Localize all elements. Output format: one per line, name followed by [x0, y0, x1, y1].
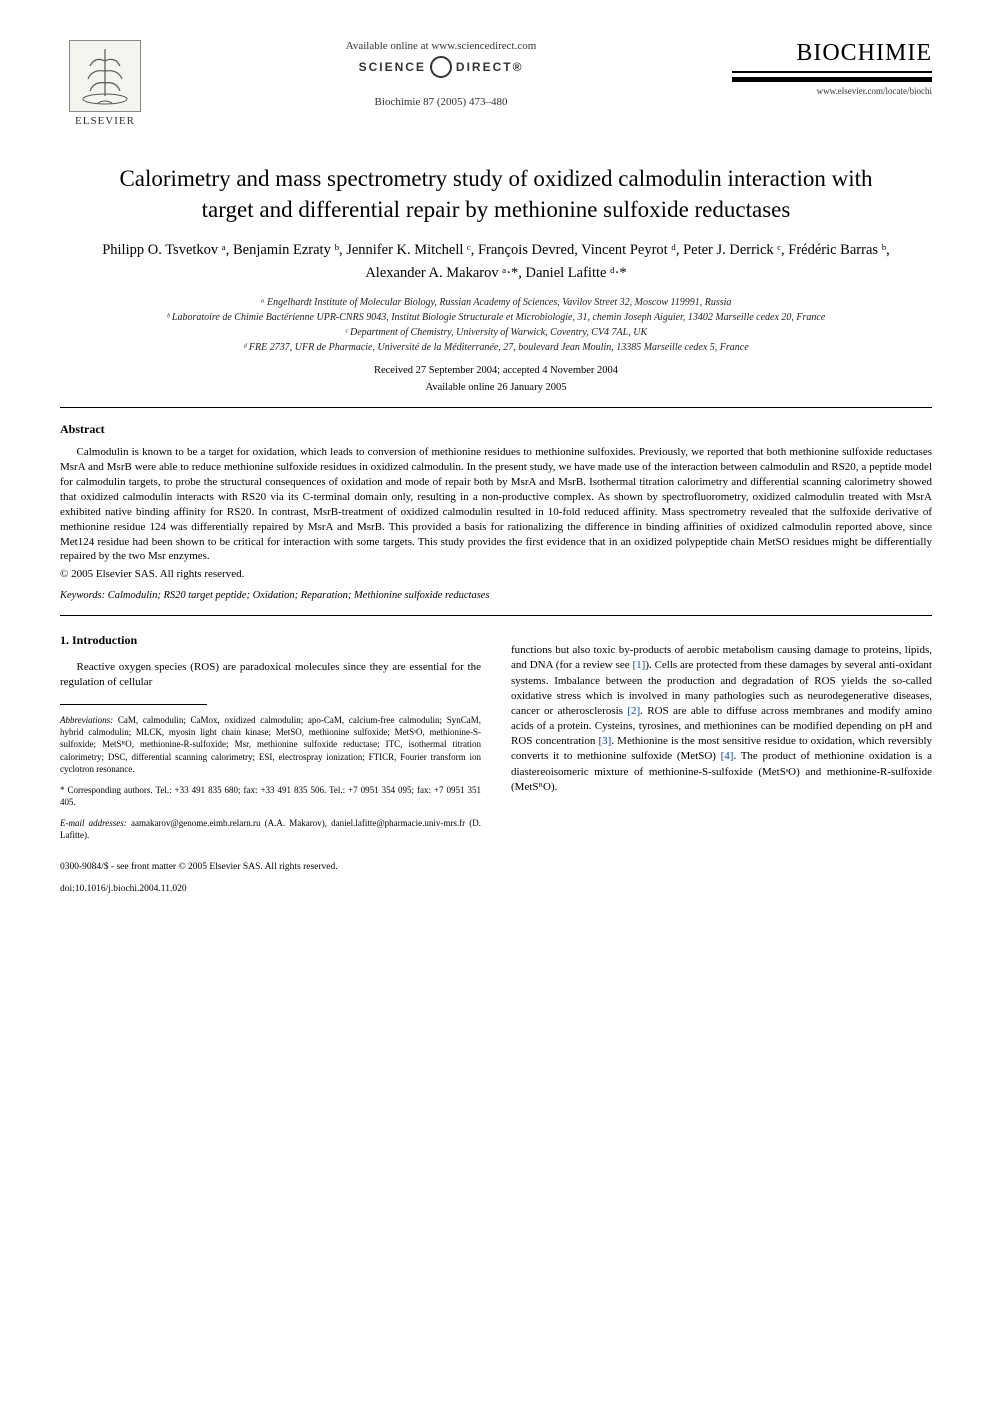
journal-block: BIOCHIMIE www.elsevier.com/locate/biochi: [732, 40, 932, 96]
author-line: Philipp O. Tsvetkov ᵃ, Benjamin Ezraty ᵇ…: [90, 239, 902, 285]
publisher-label: ELSEVIER: [75, 115, 135, 127]
ref-link-2[interactable]: [2]: [627, 705, 640, 717]
front-matter-line: 0300-9084/$ - see front matter © 2005 El…: [60, 862, 932, 872]
received-line: Received 27 September 2004; accepted 4 N…: [60, 365, 932, 376]
available-online-line: Available online at www.sciencedirect.co…: [150, 40, 732, 52]
email-footnote: E-mail addresses: aamakarov@genome.eimb.…: [60, 817, 481, 841]
left-column: 1. Introduction Reactive oxygen species …: [60, 632, 481, 850]
abbrev-label: Abbreviations:: [60, 715, 113, 725]
email-label: E-mail addresses:: [60, 818, 127, 828]
elsevier-tree-icon: [69, 40, 141, 112]
ref-link-1[interactable]: [1]: [632, 659, 645, 671]
doi-line: doi:10.1016/j.biochi.2004.11.020: [60, 884, 932, 894]
abstract-copyright: © 2005 Elsevier SAS. All rights reserved…: [60, 568, 932, 580]
sciencedirect-logo: SCIENCE DIRECT®: [359, 56, 524, 78]
intro-para-2: functions but also toxic by-products of …: [511, 643, 932, 795]
keywords-text: Calmodulin; RS20 target peptide; Oxidati…: [108, 590, 490, 601]
abstract-heading: Abstract: [60, 422, 932, 437]
online-line: Available online 26 January 2005: [60, 382, 932, 393]
sd-right: DIRECT®: [456, 60, 524, 74]
journal-url: www.elsevier.com/locate/biochi: [732, 86, 932, 96]
corresponding-footnote: * Corresponding authors. Tel.: +33 491 8…: [60, 784, 481, 808]
journal-name: BIOCHIMIE: [732, 40, 932, 67]
body-columns: 1. Introduction Reactive oxygen species …: [60, 632, 932, 850]
center-header: Available online at www.sciencedirect.co…: [150, 40, 732, 112]
rule-below-keywords: [60, 615, 932, 616]
affiliation-d: ᵈ FRE 2737, UFR de Pharmacie, Université…: [80, 340, 912, 355]
keywords-line: Keywords: Calmodulin; RS20 target peptid…: [60, 590, 932, 601]
article-title: Calorimetry and mass spectrometry study …: [100, 163, 892, 225]
abbreviations-footnote: Abbreviations: CaM, calmodulin; CaMox, o…: [60, 714, 481, 775]
footnote-rule: [60, 704, 207, 705]
publisher-logo-block: ELSEVIER: [60, 40, 150, 127]
affiliations: ᵃ Engelhardt Institute of Molecular Biol…: [80, 295, 912, 355]
rule-above-abstract: [60, 407, 932, 408]
page-header: ELSEVIER Available online at www.science…: [60, 40, 932, 127]
citation-line: Biochimie 87 (2005) 473–480: [150, 96, 732, 108]
abstract-body: Calmodulin is known to be a target for o…: [60, 445, 932, 564]
keywords-label: Keywords:: [60, 590, 105, 601]
intro-para-1: Reactive oxygen species (ROS) are parado…: [60, 660, 481, 690]
affiliation-a: ᵃ Engelhardt Institute of Molecular Biol…: [80, 295, 912, 310]
journal-divider: [732, 71, 932, 82]
affiliation-b: ᵇ Laboratoire de Chimie Bactérienne UPR-…: [80, 310, 912, 325]
section-1-heading: 1. Introduction: [60, 632, 481, 649]
abbrev-text: CaM, calmodulin; CaMox, oxidized calmodu…: [60, 715, 481, 774]
ref-link-4[interactable]: [4]: [721, 750, 734, 762]
affiliation-c: ᶜ Department of Chemistry, University of…: [80, 325, 912, 340]
ref-link-3[interactable]: [3]: [598, 735, 611, 747]
sd-compass-icon: [430, 56, 452, 78]
right-column: functions but also toxic by-products of …: [511, 632, 932, 850]
footnotes: Abbreviations: CaM, calmodulin; CaMox, o…: [60, 714, 481, 841]
sd-left: SCIENCE: [359, 60, 426, 74]
